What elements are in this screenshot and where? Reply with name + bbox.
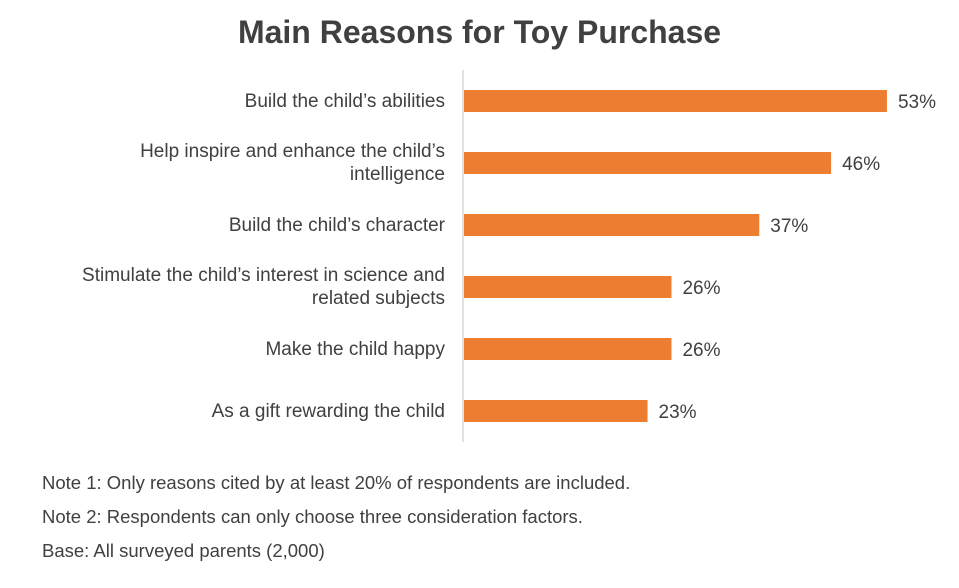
category-label-line: Stimulate the child’s interest in scienc…: [82, 265, 445, 286]
category-label-line: intelligence: [349, 164, 445, 185]
data-label: 46%: [842, 154, 880, 175]
category-label: Build the child’s abilities: [5, 90, 445, 113]
base-note: Base: All surveyed parents (2,000): [42, 540, 325, 561]
category-label-line: Build the child’s character: [228, 214, 445, 236]
category-label: Help inspire and enhance the child’s inte…: [5, 140, 445, 186]
note-1: Note 1: Only reasons cited by at least 2…: [42, 472, 631, 493]
data-label: 37%: [770, 216, 808, 237]
data-label: 26%: [682, 340, 720, 361]
bar: [464, 90, 887, 112]
chart-title: Main Reasons for Toy Purchase: [237, 14, 722, 50]
category-label: As a gift rewarding the child: [5, 400, 445, 423]
category-label: Build the child’s character: [5, 214, 445, 237]
bar: [464, 338, 672, 360]
data-label: 23%: [659, 402, 697, 423]
data-label: 26%: [682, 278, 720, 299]
bar: [464, 214, 760, 236]
category-label-line: As a gift rewarding the child: [211, 400, 445, 422]
category-label: Make the child happy: [5, 338, 445, 361]
category-label-line: Help inspire and enhance the child’s: [140, 141, 445, 162]
bar: [464, 152, 832, 174]
category-label-line: Make the child happy: [265, 338, 445, 360]
note-2: Note 2: Respondents can only choose thre…: [42, 506, 583, 527]
category-label: Stimulate the child’s interest in scienc…: [5, 264, 445, 310]
data-label: 53%: [898, 92, 936, 113]
bar: [464, 400, 648, 422]
bar: [464, 276, 672, 298]
category-label-line: related subjects: [311, 288, 445, 309]
category-label-line: Build the child’s abilities: [244, 90, 445, 112]
bar-chart: 53% 46% 37% 26% 26% 23%: [462, 70, 936, 442]
